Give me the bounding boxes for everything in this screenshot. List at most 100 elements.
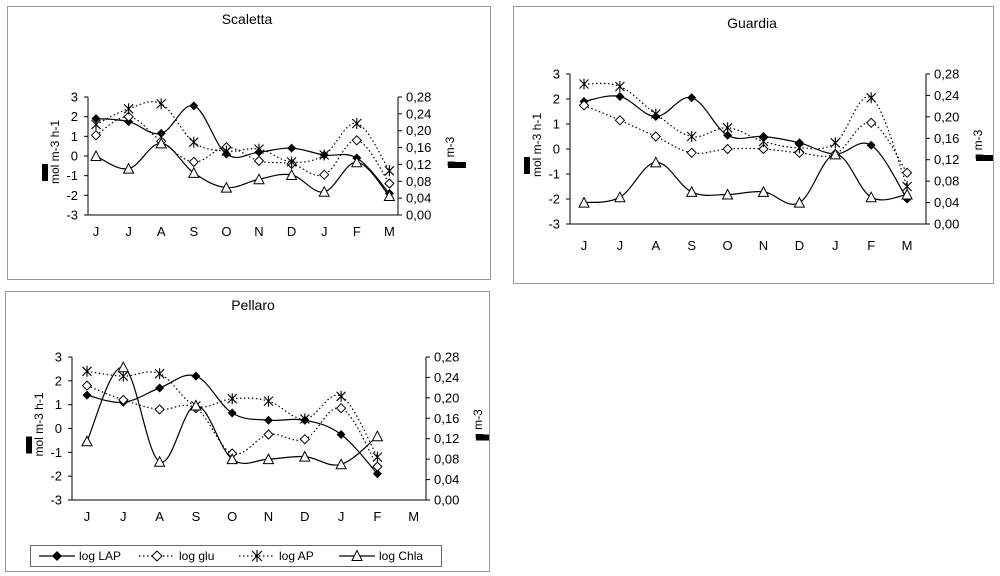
chart-legend: log LAP log glu log AP log Chla: [30, 545, 442, 567]
legend-label-log-chla: log Chla: [379, 549, 424, 563]
data-point-log-chla: [190, 399, 202, 411]
data-point-log-glu: [318, 169, 330, 180]
right-axis-label: g m-3: [971, 129, 985, 160]
left-tick-label: 0: [55, 421, 62, 436]
x-tick-label: A: [651, 238, 660, 253]
right-tick-label: 0,12: [406, 157, 431, 172]
right-tick-label: 0,20: [406, 123, 431, 138]
data-point-log-chla: [117, 361, 130, 373]
data-point-log-ap: [156, 98, 167, 110]
left-tick-label: 1: [553, 117, 560, 132]
data-point-log-glu: [865, 117, 877, 129]
data-point-log-glu: [154, 404, 165, 415]
data-point-log-chla: [81, 435, 93, 447]
right-tick-label: 0,24: [406, 106, 431, 121]
left-tick-label: -1: [66, 168, 78, 183]
data-point-log-lap: [336, 430, 346, 439]
legend-label-log-glu: log glu: [179, 549, 215, 563]
x-tick-label: O: [221, 224, 231, 239]
left-tick-label: -1: [50, 445, 62, 460]
left-tick-label: -3: [548, 217, 560, 232]
data-point-log-glu: [253, 155, 265, 167]
x-tick-label: F: [353, 224, 361, 239]
left-tick-label: -2: [66, 188, 78, 203]
data-point-log-lap: [189, 101, 199, 111]
data-point-log-lap: [82, 390, 92, 400]
data-point-log-glu: [90, 130, 102, 141]
data-point-log-ap: [615, 81, 625, 92]
x-tick-label: N: [264, 509, 273, 524]
data-point-log-chla: [262, 453, 275, 465]
right-tick-label: 0,24: [434, 370, 459, 385]
series-line-log-chla: [95, 142, 390, 197]
right-tick-label: 0,00: [434, 493, 459, 508]
data-point-log-chla: [153, 455, 166, 467]
x-tick-label: J: [321, 224, 328, 239]
data-point-log-ap: [336, 390, 346, 402]
x-tick-label: F: [373, 509, 381, 524]
legend-swatch-log-lap: [39, 551, 75, 561]
data-point-log-lap: [156, 128, 166, 138]
data-point-log-ap: [351, 118, 362, 129]
data-point-log-chla: [578, 196, 590, 208]
legend-swatch-log-ap: [239, 550, 275, 562]
data-point-log-chla: [614, 191, 626, 203]
data-point-log-ap: [579, 78, 589, 90]
data-point-log-chla: [829, 148, 842, 160]
right-tick-label: 0,12: [934, 152, 959, 167]
right-tick-label: 0,12: [434, 431, 459, 446]
right-tick-label: 0,16: [434, 411, 459, 426]
data-point-log-chla: [155, 137, 168, 149]
x-tick-label: S: [687, 238, 696, 253]
data-point-log-chla: [757, 185, 770, 197]
data-point-log-chla: [285, 168, 298, 180]
data-point-log-lap: [687, 93, 697, 103]
right-tick-label: 0,28: [434, 350, 459, 365]
data-point-log-chla: [649, 156, 662, 168]
series-line-log-chla: [86, 366, 378, 466]
data-point-log-ap: [722, 122, 733, 134]
x-tick-label: J: [338, 509, 345, 524]
right-tick-label: 0,20: [434, 390, 459, 405]
right-tick-label: 0,28: [934, 67, 959, 82]
right-tick-label: 0,08: [434, 452, 459, 467]
x-tick-label: S: [189, 224, 198, 239]
data-point-log-ap: [372, 451, 383, 463]
data-point-log-glu: [372, 461, 383, 472]
data-point-log-ap: [154, 368, 165, 380]
data-point-log-ap: [384, 165, 395, 177]
x-tick-label: M: [384, 224, 395, 239]
data-point-log-ap: [188, 136, 199, 148]
series-line-log-chla: [583, 153, 908, 205]
data-point-log-chla: [685, 185, 698, 197]
data-point-log-ap: [221, 145, 232, 157]
data-point-log-chla: [793, 196, 806, 208]
series-line-log-glu: [95, 116, 390, 184]
right-axis-label: g m-3: [471, 409, 485, 440]
x-tick-label: N: [759, 238, 768, 253]
data-point-log-ap: [758, 136, 769, 147]
right-tick-label: 0,04: [434, 472, 459, 487]
data-point-log-glu: [614, 115, 626, 126]
data-point-log-chla: [298, 450, 311, 462]
series-log-lap: [91, 101, 394, 198]
left-axis-label: mol m-3 h-1: [530, 113, 544, 177]
series-log-chla: [90, 137, 396, 201]
data-point-log-ap: [866, 92, 877, 104]
axis-unit-bar: [448, 162, 466, 168]
right-tick-label: 0,08: [406, 174, 431, 189]
left-axis-label: mol m-3 h-1: [32, 392, 46, 456]
right-tick-label: 0,16: [406, 140, 431, 155]
data-point-log-lap: [723, 130, 733, 140]
x-tick-label: J: [617, 238, 624, 253]
axis-unit-bar: [476, 434, 494, 441]
x-tick-label: N: [254, 224, 263, 239]
x-tick-label: S: [192, 509, 201, 524]
left-tick-label: 3: [553, 67, 560, 82]
chart-title: Scaletta: [222, 11, 273, 27]
x-tick-label: D: [795, 238, 804, 253]
left-tick-label: -2: [50, 469, 62, 484]
data-point-log-chla: [122, 162, 135, 174]
x-tick-label: O: [227, 509, 237, 524]
chart-panel-scaletta: Scaletta 3 2 1 0 -1 -2 -3 0,28 0,24 0,20 0,16 0,12 0,…: [7, 6, 491, 280]
